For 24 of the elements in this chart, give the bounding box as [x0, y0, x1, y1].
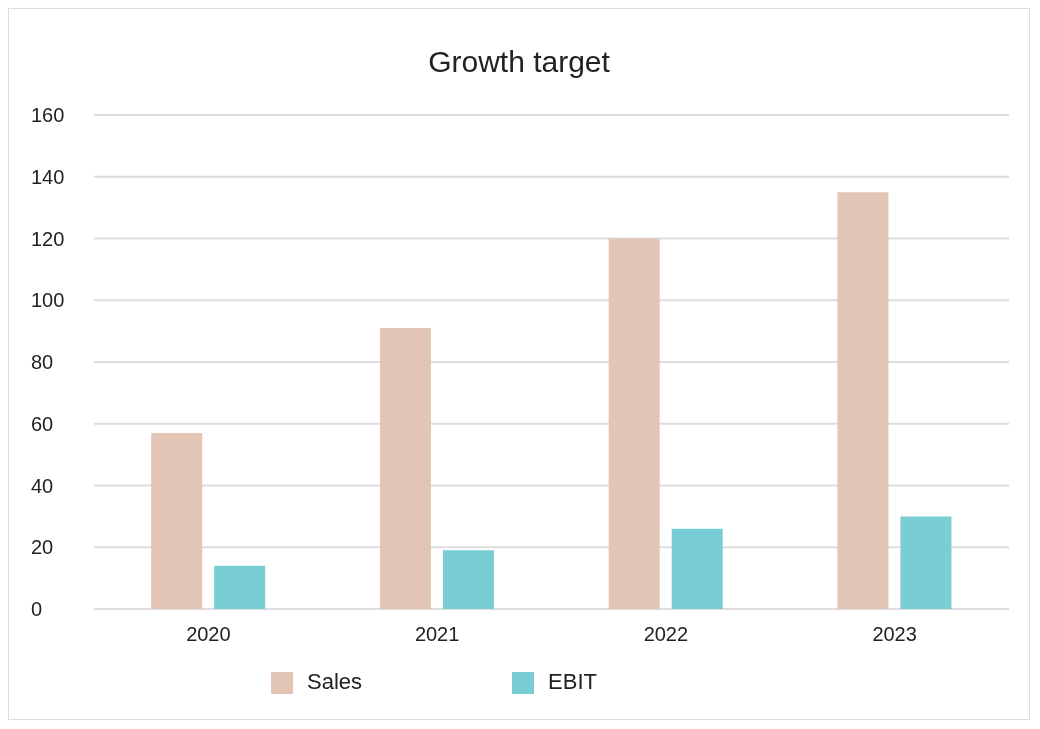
bar: [379, 328, 431, 609]
x-tick-label: 2022: [643, 623, 689, 646]
x-tick-label: 2020: [186, 623, 231, 646]
y-tick-label: 40: [31, 474, 54, 497]
bar: [837, 192, 889, 609]
bar: [442, 550, 494, 609]
y-tick-label: 0: [31, 598, 43, 621]
legend-label: Sales: [307, 669, 363, 694]
bar: [671, 528, 723, 609]
y-tick-label: 60: [31, 412, 54, 435]
y-tick-label: 80: [31, 351, 54, 374]
bar: [900, 516, 952, 609]
x-tick-label: 2023: [872, 623, 917, 646]
y-tick-label: 140: [31, 165, 65, 188]
y-tick-label: 160: [31, 104, 65, 127]
bar: [214, 565, 266, 609]
bar: [608, 238, 660, 609]
legend-label: EBIT: [548, 669, 597, 694]
y-tick-label: 100: [31, 289, 65, 312]
y-tick-label: 20: [31, 536, 54, 559]
y-tick-label: 120: [31, 227, 65, 250]
x-tick-label: 2021: [414, 623, 460, 646]
chart-title: Growth target: [427, 44, 611, 80]
bar: [151, 433, 203, 609]
